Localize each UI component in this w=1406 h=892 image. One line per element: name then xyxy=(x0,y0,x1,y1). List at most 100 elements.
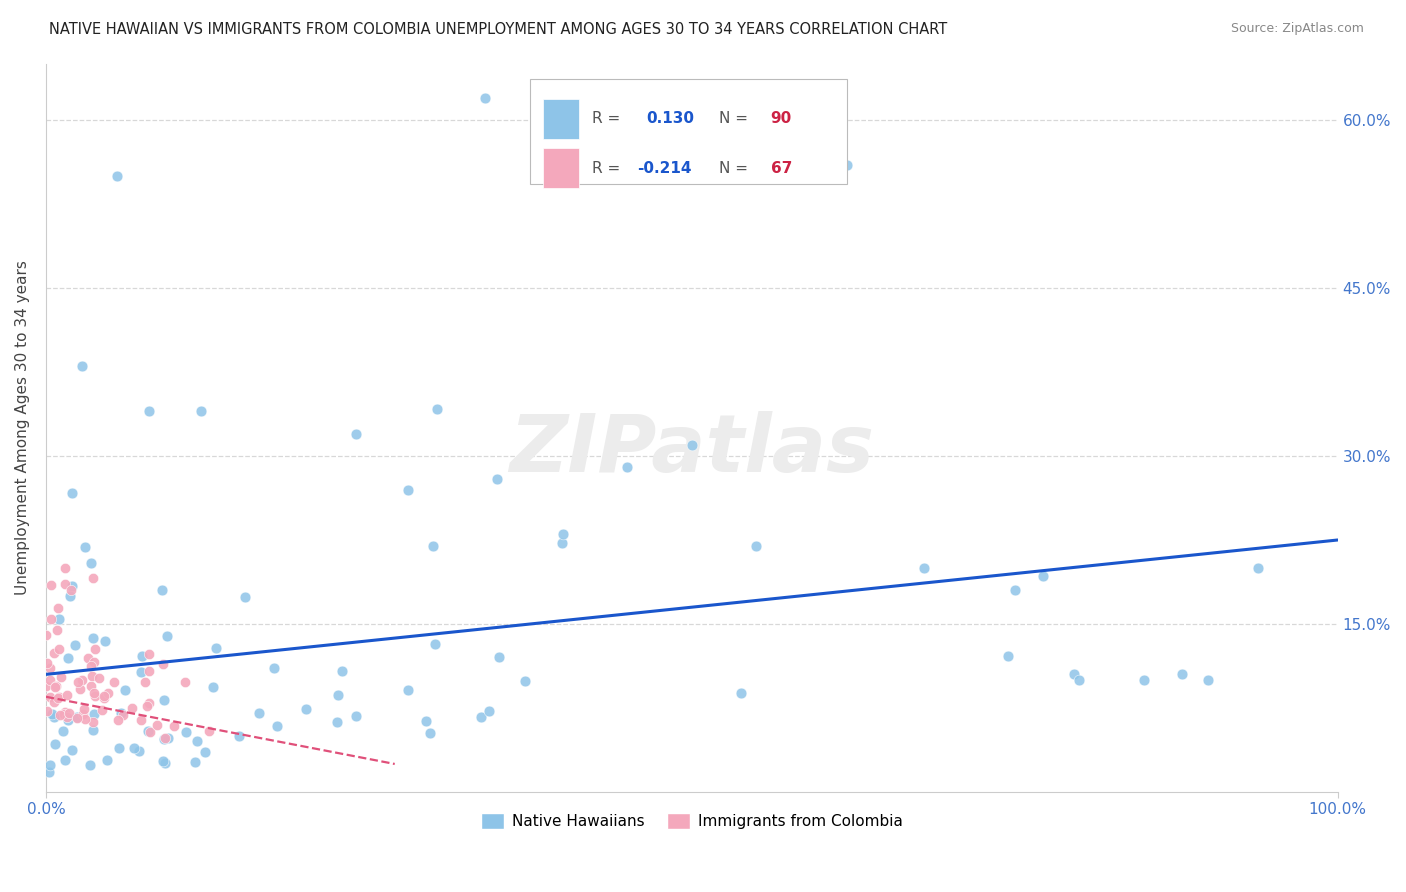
Point xyxy=(121,700,143,714)
Point xyxy=(153,693,176,707)
Point xyxy=(44,680,66,694)
Point xyxy=(56,689,79,703)
Point xyxy=(60,486,83,500)
Point xyxy=(39,690,62,704)
Point xyxy=(1133,673,1156,687)
Text: R =: R = xyxy=(592,112,626,127)
Point xyxy=(1063,666,1085,681)
Point xyxy=(93,689,115,703)
Point xyxy=(89,671,111,685)
Point xyxy=(46,623,69,637)
Point xyxy=(152,657,174,671)
Point xyxy=(53,577,76,591)
Point xyxy=(39,673,62,687)
Point xyxy=(396,682,419,697)
Point xyxy=(129,665,152,679)
Point xyxy=(56,650,79,665)
Point xyxy=(82,571,104,585)
Point xyxy=(157,731,180,745)
Point xyxy=(52,724,75,739)
Point xyxy=(1004,583,1026,598)
Point xyxy=(66,711,89,725)
Point xyxy=(58,706,80,720)
Point xyxy=(35,656,58,670)
Point xyxy=(202,680,225,694)
Point xyxy=(60,583,83,598)
Point xyxy=(551,527,574,541)
Text: ZIPatlas: ZIPatlas xyxy=(509,411,875,489)
Point xyxy=(153,731,176,746)
Point xyxy=(73,711,96,725)
Point xyxy=(66,710,89,724)
Point xyxy=(745,539,768,553)
Point xyxy=(60,743,83,757)
Bar xyxy=(543,148,579,188)
Point xyxy=(39,661,62,675)
Text: R =: R = xyxy=(592,161,626,176)
Point xyxy=(82,669,104,683)
Point xyxy=(83,642,105,657)
Point xyxy=(48,601,70,615)
Point xyxy=(128,744,150,758)
Point xyxy=(110,706,132,720)
Point xyxy=(152,731,174,746)
Point xyxy=(138,647,160,661)
Point xyxy=(129,714,152,728)
Point xyxy=(48,612,70,626)
Point xyxy=(162,719,184,733)
Y-axis label: Unemployment Among Ages 30 to 34 years: Unemployment Among Ages 30 to 34 years xyxy=(15,260,30,596)
Point xyxy=(730,686,752,700)
Point xyxy=(97,686,120,700)
Point xyxy=(486,472,509,486)
Point xyxy=(174,674,197,689)
Point xyxy=(616,460,638,475)
Text: Source: ZipAtlas.com: Source: ZipAtlas.com xyxy=(1230,22,1364,36)
Point xyxy=(83,655,105,669)
Point xyxy=(103,674,125,689)
Point xyxy=(470,710,492,724)
Point xyxy=(153,756,176,770)
Point xyxy=(330,664,353,678)
Point xyxy=(44,738,66,752)
Point xyxy=(53,753,76,767)
Point xyxy=(912,561,935,575)
Text: N =: N = xyxy=(718,161,752,176)
Point xyxy=(146,718,169,732)
Point xyxy=(419,725,441,739)
Point xyxy=(108,741,131,756)
Point xyxy=(474,90,496,104)
Point xyxy=(184,755,207,769)
Point xyxy=(488,649,510,664)
Point xyxy=(1069,673,1091,687)
Point xyxy=(131,649,153,664)
Point xyxy=(72,707,94,722)
Point xyxy=(344,426,367,441)
Point xyxy=(326,714,349,729)
Point xyxy=(79,758,101,772)
Point xyxy=(266,718,288,732)
Point xyxy=(83,706,105,721)
Point xyxy=(70,359,93,374)
Point xyxy=(55,710,77,724)
Point xyxy=(681,438,703,452)
Point xyxy=(96,753,118,767)
Point xyxy=(111,708,134,723)
Point xyxy=(138,664,160,678)
Point xyxy=(423,636,446,650)
Point xyxy=(53,561,76,575)
Point xyxy=(1247,561,1270,575)
Point xyxy=(105,169,128,183)
Point xyxy=(46,690,69,705)
Point xyxy=(156,629,179,643)
Point xyxy=(63,638,86,652)
Point xyxy=(136,723,159,738)
Point xyxy=(415,714,437,728)
Point xyxy=(134,675,156,690)
Point xyxy=(205,641,228,656)
Point xyxy=(69,681,91,696)
Point xyxy=(328,688,350,702)
Point xyxy=(56,713,79,727)
Text: 0.130: 0.130 xyxy=(647,112,695,127)
Point xyxy=(82,723,104,737)
Point xyxy=(835,158,858,172)
